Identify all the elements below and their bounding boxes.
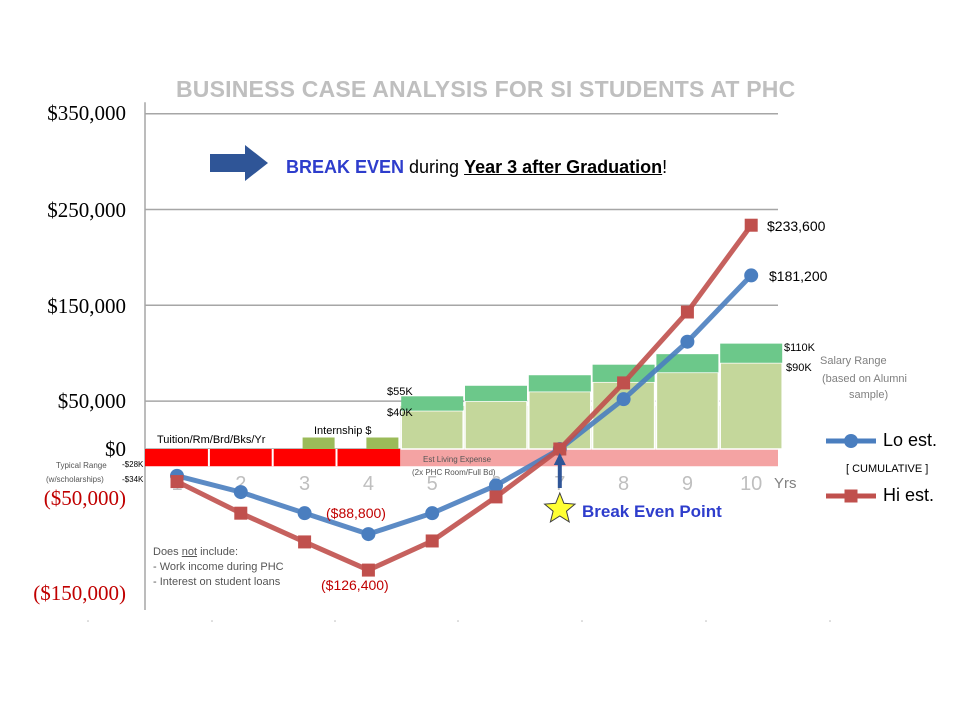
x-tick-label: 3 (299, 473, 310, 495)
x-tick-label: 4 (363, 473, 374, 495)
x-tick-label: 8 (618, 473, 629, 495)
bottom-dot (87, 620, 89, 622)
exclusions-note: Does not include: - Work income during P… (153, 545, 284, 590)
typical-range-sub-label: (w/scholarships) (46, 475, 104, 484)
break-even-arrowhead-icon (553, 453, 566, 465)
hi-series-point (617, 376, 631, 390)
neg-34k-label: -$34K (122, 475, 144, 484)
bars (145, 343, 783, 467)
hi-series-point (553, 442, 567, 456)
hi-end-value-label: $233,600 (767, 218, 826, 234)
break-even-banner: BREAK EVEN during Year 3 after Graduatio… (286, 157, 667, 178)
banner-year: Year 3 after Graduation (464, 157, 663, 177)
hi-series-point (170, 475, 184, 489)
hi-series-point (234, 506, 248, 520)
hi-series-point (489, 490, 503, 504)
living-expense-bar (400, 449, 778, 467)
chart-title: BUSINESS CASE ANALYSIS FOR SI STUDENTS A… (176, 76, 796, 102)
bottom-dot (457, 620, 459, 622)
banner-break-even: BREAK EVEN (286, 157, 405, 177)
internship-bar (302, 437, 335, 449)
lo-series-point (616, 392, 631, 407)
internship-label: Internship $ (314, 425, 372, 437)
lo-series-point (744, 268, 759, 283)
salary-low-bar (719, 362, 783, 450)
x-tick-label: 9 (682, 473, 693, 495)
tuition-label: Tuition/Rm/Brd/Bks/Yr (157, 434, 266, 446)
salary-range-sub2-label: sample) (849, 389, 889, 401)
salary-high-bar (528, 375, 591, 392)
star-icon (543, 491, 577, 523)
lo-series-line (176, 273, 754, 537)
y-tick-label: ($50,000) (43, 486, 126, 510)
bottom-dot (334, 620, 336, 622)
salary-low-bar (655, 371, 720, 450)
y-tick-label: ($150,000) (33, 581, 126, 605)
salary-high-bar (465, 385, 527, 402)
salary-low-bar (528, 390, 592, 450)
bottom-dot (211, 620, 213, 622)
banner-arrow-icon (210, 145, 268, 181)
living-expense-sub-label: (2x PHC Room/Full Bd) (412, 468, 496, 477)
x-tick-label: 5 (427, 473, 438, 495)
salary-range-label: Salary Range (820, 355, 887, 367)
y-tick-label: $50,000 (57, 389, 126, 413)
banner-during: during (404, 157, 465, 177)
lo-min-value-label: ($88,800) (326, 505, 386, 521)
hi-series-point (361, 563, 375, 577)
typical-range-label: Typical Range (56, 461, 107, 470)
bottom-dot (581, 620, 583, 622)
salary-high-bar (401, 396, 464, 411)
salary-low-bar (400, 409, 464, 450)
hi-min-value-label: ($126,400) (321, 577, 389, 593)
y-tick-label: $0 (105, 437, 126, 461)
hi-series-point (744, 218, 758, 232)
neg-28k-label: -$28K (122, 460, 144, 469)
lo-series-point (489, 478, 503, 493)
y-tick-label: $250,000 (47, 198, 126, 222)
y-tick-label: $150,000 (47, 294, 126, 318)
bottom-dot (705, 620, 707, 622)
x-tick-label: 10 (740, 473, 762, 495)
living-expense-label: Est Living Expense (423, 455, 492, 464)
hi-series-point (680, 305, 694, 319)
salary-90k-label: $90K (786, 362, 812, 374)
legend-lo-label: Lo est. (883, 430, 938, 450)
cumulative-label: [ CUMULATIVE ] (846, 463, 929, 475)
legend-lo-marker (844, 434, 858, 448)
break-even-point-label: Break Even Point (582, 502, 722, 521)
series-lines (170, 218, 759, 577)
banner-exclaim: ! (662, 157, 668, 177)
salary-range-sub-label: (based on Alumni (822, 373, 907, 385)
hi-series-point (425, 534, 439, 548)
note-title: Does not include: (153, 546, 239, 558)
y-tick-label: $350,000 (47, 101, 126, 125)
salary-55k-label: $55K (387, 386, 413, 398)
lo-series-point (233, 485, 248, 500)
lo-series-point (680, 334, 695, 349)
legend-hi-label: Hi est. (883, 485, 935, 505)
salary-high-bar (720, 343, 783, 363)
salary-low-bar (464, 400, 528, 450)
hi-series-line (175, 223, 754, 573)
lo-series-point (297, 506, 312, 521)
internship-bar (366, 437, 399, 449)
legend-hi-marker (844, 489, 858, 503)
lo-series-point (361, 527, 376, 542)
bottom-dot (829, 620, 831, 622)
note-item: - Work income during PHC (153, 561, 284, 573)
lo-series-point (425, 506, 440, 521)
decorations (87, 145, 876, 622)
salary-40k-label: $40K (387, 407, 413, 419)
lo-end-value-label: $181,200 (769, 268, 828, 284)
x-axis-unit-label: Yrs (774, 475, 797, 492)
x-tick-label: 2 (235, 473, 246, 495)
hi-series-point (298, 535, 312, 549)
note-item: - Interest on student loans (153, 576, 281, 588)
salary-110k-label: $110K (784, 342, 815, 354)
